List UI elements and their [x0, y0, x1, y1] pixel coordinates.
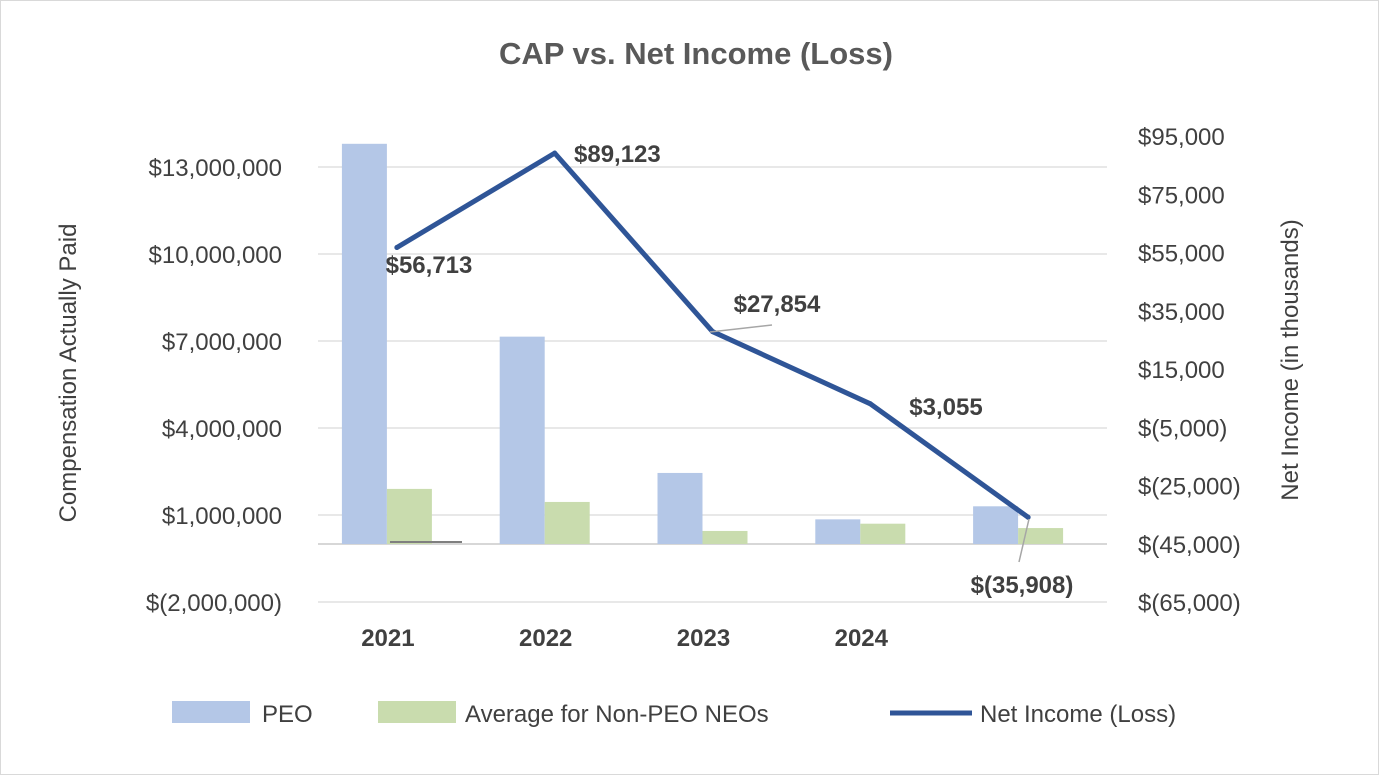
- non-peo-bar-1: [386, 488, 432, 544]
- right-axis-title: Net Income (in thousands): [1277, 219, 1304, 500]
- net-income-point-2: [552, 150, 558, 156]
- net-income-label-5: $(35,908): [971, 572, 1074, 599]
- net-income-label-3: $27,854: [734, 291, 821, 318]
- category-label-2024: 2024: [835, 625, 889, 652]
- right-tick-label: $(45,000): [1138, 532, 1241, 559]
- right-tick-label: $75,000: [1138, 182, 1225, 209]
- right-tick-label: $(5,000): [1138, 415, 1227, 442]
- right-tick-label: $15,000: [1138, 357, 1225, 384]
- non-peo-bar-4: [860, 523, 906, 544]
- net-income-line: [394, 150, 1031, 520]
- legend-swatch-2: [378, 701, 456, 723]
- legend-label-2: Average for Non-PEO NEOs: [465, 701, 769, 728]
- category-labels: 2021 2022 2023 2024: [361, 625, 888, 652]
- right-tick-label: $95,000: [1138, 124, 1225, 151]
- right-tick-label: $(65,000): [1138, 590, 1241, 617]
- net-income-label-2: $89,123: [574, 141, 661, 168]
- net-income-point-4: [867, 401, 873, 407]
- legend-label-1: PEO: [262, 701, 313, 728]
- left-axis-ticks: $(2,000,000) $1,000,000 $4,000,000 $7,000,0…: [146, 155, 282, 617]
- leader-line-3: [709, 324, 773, 333]
- non-peo-bar-5: [1018, 528, 1064, 544]
- legend-label-3: Net Income (Loss): [980, 701, 1176, 728]
- right-tick-label: $(25,000): [1138, 474, 1241, 501]
- leader-line-5: [1018, 518, 1030, 563]
- non-peo-bar-2: [544, 501, 590, 544]
- bars: [341, 143, 1064, 545]
- peo-bar-4: [815, 519, 861, 544]
- left-tick-label: $(2,000,000): [146, 590, 282, 617]
- chart-title: CAP vs. Net Income (Loss): [499, 36, 893, 71]
- legend: PEO Average for Non-PEO NEOs Net Income (L…: [172, 701, 1176, 728]
- peo-bar-5: [973, 506, 1019, 544]
- net-income-label-1: $56,713: [386, 252, 473, 279]
- right-axis-ticks: $(65,000) $(45,000) $(25,000) $(5,000) $15,0…: [1138, 124, 1241, 617]
- peo-bar-3: [657, 472, 703, 544]
- non-peo-bar-3: [702, 530, 748, 544]
- left-axis-title: Compensation Actually Paid: [55, 224, 82, 523]
- data-labels: $56,713 $89,123 $27,854 $3,055 $(35,908): [386, 141, 1074, 599]
- net-income-label-4: $3,055: [909, 394, 982, 421]
- net-income-point-5: [1025, 514, 1031, 520]
- category-label-2022: 2022: [519, 625, 572, 652]
- left-tick-label: $7,000,000: [162, 329, 282, 356]
- left-tick-label: $13,000,000: [149, 155, 282, 182]
- right-tick-label: $35,000: [1138, 299, 1225, 326]
- net-income-point-1: [394, 245, 400, 251]
- left-tick-label: $4,000,000: [162, 416, 282, 443]
- peo-bar-1: [341, 143, 387, 545]
- category-label-2023: 2023: [677, 625, 730, 652]
- legend-swatch-1: [172, 701, 250, 723]
- right-tick-label: $55,000: [1138, 241, 1225, 268]
- peo-bar-2: [499, 336, 545, 544]
- category-label-2021: 2021: [361, 625, 414, 652]
- line-series: [390, 150, 1031, 543]
- left-tick-label: $10,000,000: [149, 242, 282, 269]
- left-tick-label: $1,000,000: [162, 503, 282, 530]
